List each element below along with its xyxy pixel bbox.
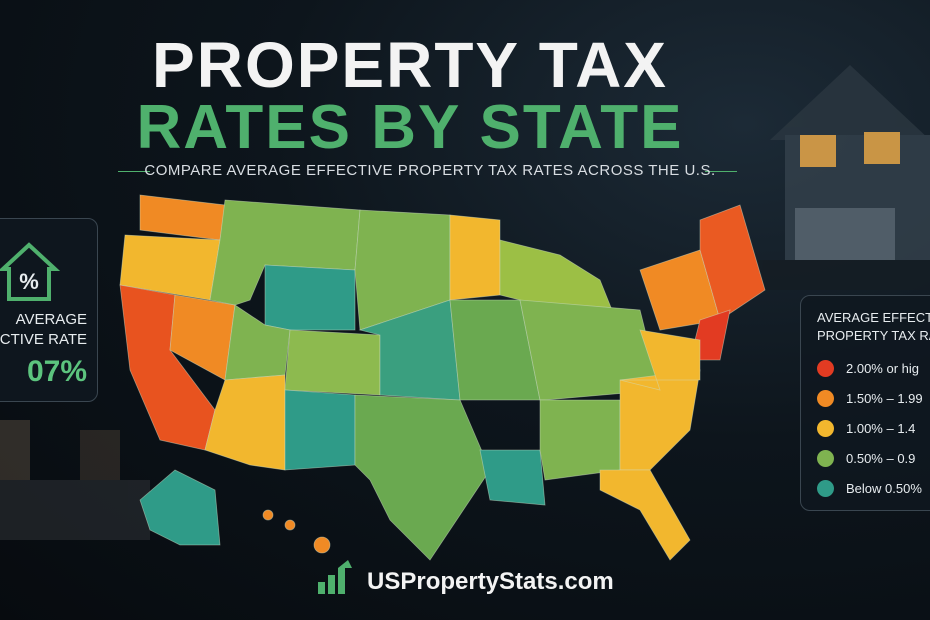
legend-item: 1.00% – 1.4 xyxy=(817,418,915,438)
state-region xyxy=(224,304,291,381)
state-region xyxy=(449,214,501,301)
card-label: AVERAGE xyxy=(15,311,87,328)
legend-item: Below 0.50% xyxy=(817,478,922,498)
state-region xyxy=(139,194,226,241)
legend-swatch xyxy=(817,479,834,497)
house-icon: % xyxy=(0,242,61,301)
legend: AVERAGE EFFECTIV PROPERTY TAX RA 2.00% o… xyxy=(800,295,930,511)
title: PROPERTY TAX xyxy=(152,29,668,101)
state-region xyxy=(539,399,621,481)
card-value: 07% xyxy=(26,355,87,388)
state-region xyxy=(262,509,274,521)
state-region xyxy=(139,469,221,546)
legend-swatch xyxy=(817,449,834,467)
legend-swatch xyxy=(817,359,834,377)
legend-label: Below 0.50% xyxy=(846,480,922,496)
brand-logo xyxy=(318,560,352,594)
legend-label: 1.00% – 1.4 xyxy=(846,420,916,436)
divider xyxy=(705,171,737,172)
state-region xyxy=(619,369,701,471)
divider xyxy=(118,171,150,172)
legend-label: 1.50% – 1.99 xyxy=(846,390,923,406)
state-region xyxy=(479,449,546,506)
state-region xyxy=(354,394,491,561)
state-region xyxy=(358,299,461,401)
brand: USPropertyStats.com xyxy=(367,568,614,595)
state-region xyxy=(264,264,356,331)
state-region xyxy=(204,374,286,471)
state-region xyxy=(313,536,331,554)
legend-swatch xyxy=(817,419,834,437)
state-region xyxy=(699,204,766,321)
legend-item: 1.50% – 1.99 xyxy=(817,388,923,408)
state-region xyxy=(519,299,661,401)
legend-title: AVERAGE EFFECTIV xyxy=(817,310,930,325)
svg-text:%: % xyxy=(19,269,39,294)
legend-swatch xyxy=(817,389,834,407)
state-region xyxy=(619,329,701,391)
card-label: CTIVE RATE xyxy=(0,331,87,348)
state-region xyxy=(284,389,356,471)
coins xyxy=(0,420,150,540)
state-region xyxy=(599,469,691,561)
state-region xyxy=(284,519,296,531)
average-card: % AVERAGE CTIVE RATE 07% xyxy=(0,218,98,402)
legend-item: 0.50% – 0.9 xyxy=(817,448,915,468)
title: RATES BY STATE xyxy=(136,93,684,162)
us-map xyxy=(119,194,766,561)
legend-label: 2.00% or hig xyxy=(846,360,919,376)
state-region xyxy=(284,329,381,396)
subtitle: COMPARE AVERAGE EFFECTIVE PROPERTY TAX R… xyxy=(144,162,716,179)
legend-label: 0.50% – 0.9 xyxy=(846,450,916,466)
legend-item: 2.00% or hig xyxy=(817,358,919,378)
legend-title: PROPERTY TAX RA xyxy=(817,328,930,343)
